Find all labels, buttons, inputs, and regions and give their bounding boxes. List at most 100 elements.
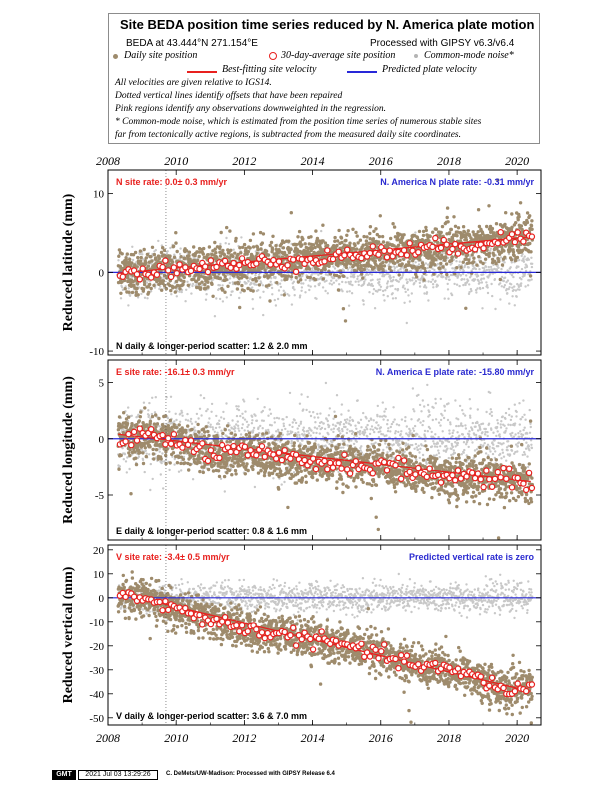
daily-position-point [130, 261, 134, 265]
daily-position-point [296, 235, 300, 239]
common-mode-point [299, 420, 303, 423]
daily-position-point [503, 255, 507, 259]
daily-position-point [337, 275, 341, 279]
y-tick-label: 0 [99, 267, 105, 279]
daily-position-point [300, 243, 304, 247]
common-mode-point [376, 415, 379, 418]
common-mode-point [341, 290, 344, 293]
common-mode-point [359, 449, 362, 452]
daily-position-point [117, 248, 122, 252]
common-mode-point [388, 274, 392, 277]
monthly-average-marker [170, 264, 178, 271]
common-mode-point [386, 280, 390, 283]
common-mode-point [135, 261, 138, 264]
daily-position-point [358, 238, 363, 242]
common-mode-point [491, 294, 494, 298]
common-mode-point [466, 279, 470, 282]
common-mode-point [210, 402, 214, 406]
common-mode-point [121, 288, 125, 292]
daily-position-point [354, 247, 359, 251]
common-mode-point [128, 467, 131, 471]
monthly-average-marker [514, 229, 521, 236]
daily-position-point [365, 235, 369, 239]
common-mode-point [211, 426, 214, 429]
common-mode-point [222, 417, 226, 420]
monthly-average-marker [449, 245, 456, 253]
common-mode-point [274, 276, 277, 279]
daily-position-point [182, 279, 186, 284]
common-mode-point [315, 297, 318, 300]
daily-position-point [471, 260, 476, 264]
daily-position-point [254, 279, 258, 283]
common-mode-point [147, 409, 150, 412]
daily-position-point [444, 255, 448, 260]
common-mode-point [293, 419, 296, 422]
common-mode-point [296, 427, 299, 430]
common-mode-point [431, 278, 434, 281]
common-mode-point [426, 266, 429, 270]
daily-position-point [472, 256, 476, 260]
daily-position-point [464, 306, 468, 310]
daily-position-point [234, 236, 238, 241]
common-mode-point [436, 262, 440, 266]
common-mode-point [286, 293, 289, 296]
common-mode-point [335, 279, 338, 282]
monthly-average-marker [164, 267, 172, 274]
common-mode-point [397, 280, 400, 283]
common-mode-point [453, 282, 456, 286]
daily-position-point [225, 225, 229, 230]
common-mode-point [428, 269, 431, 272]
daily-position-point [337, 228, 341, 233]
common-mode-point [458, 260, 461, 263]
common-mode-point [357, 283, 360, 287]
daily-position-point [211, 294, 215, 298]
common-mode-point [378, 415, 382, 418]
daily-position-point [174, 279, 179, 284]
common-mode-point [146, 297, 149, 300]
common-mode-point [263, 406, 266, 409]
daily-position-point [380, 234, 385, 239]
common-mode-point [252, 429, 255, 432]
common-mode-point [227, 242, 231, 246]
common-mode-point [282, 289, 285, 292]
daily-position-point [239, 251, 243, 255]
common-mode-point [181, 414, 184, 417]
common-mode-point [186, 412, 189, 416]
daily-position-point [364, 239, 369, 243]
common-mode-point [462, 272, 465, 276]
daily-position-point [263, 268, 267, 272]
common-mode-point [269, 412, 273, 415]
common-mode-point [301, 439, 304, 442]
common-mode-point [339, 432, 342, 435]
common-mode-point [392, 406, 395, 409]
common-mode-point [443, 297, 446, 300]
daily-position-point [228, 229, 232, 233]
common-mode-point [213, 430, 217, 433]
daily-position-point [160, 288, 164, 292]
common-mode-point [356, 277, 359, 281]
common-mode-point [489, 265, 493, 269]
common-mode-point [326, 419, 329, 423]
daily-position-point [345, 233, 349, 237]
common-mode-point [251, 307, 255, 310]
common-mode-point [316, 412, 319, 416]
common-mode-point [371, 284, 375, 288]
common-mode-point [239, 433, 243, 436]
common-mode-point [313, 416, 316, 419]
common-mode-point [389, 425, 392, 429]
daily-position-point [500, 263, 505, 267]
common-mode-point [512, 288, 515, 292]
common-mode-point [253, 485, 257, 489]
daily-position-point [391, 222, 395, 226]
common-mode-point [416, 448, 420, 451]
y-tick-label: 10 [93, 189, 105, 201]
common-mode-point [175, 418, 178, 422]
common-mode-point [280, 483, 283, 486]
daily-position-point [377, 234, 382, 239]
common-mode-point [409, 429, 412, 432]
common-mode-point [372, 419, 375, 422]
common-mode-point [415, 458, 418, 461]
daily-position-point [174, 231, 178, 235]
common-mode-point [123, 453, 127, 456]
common-mode-point [217, 287, 221, 291]
